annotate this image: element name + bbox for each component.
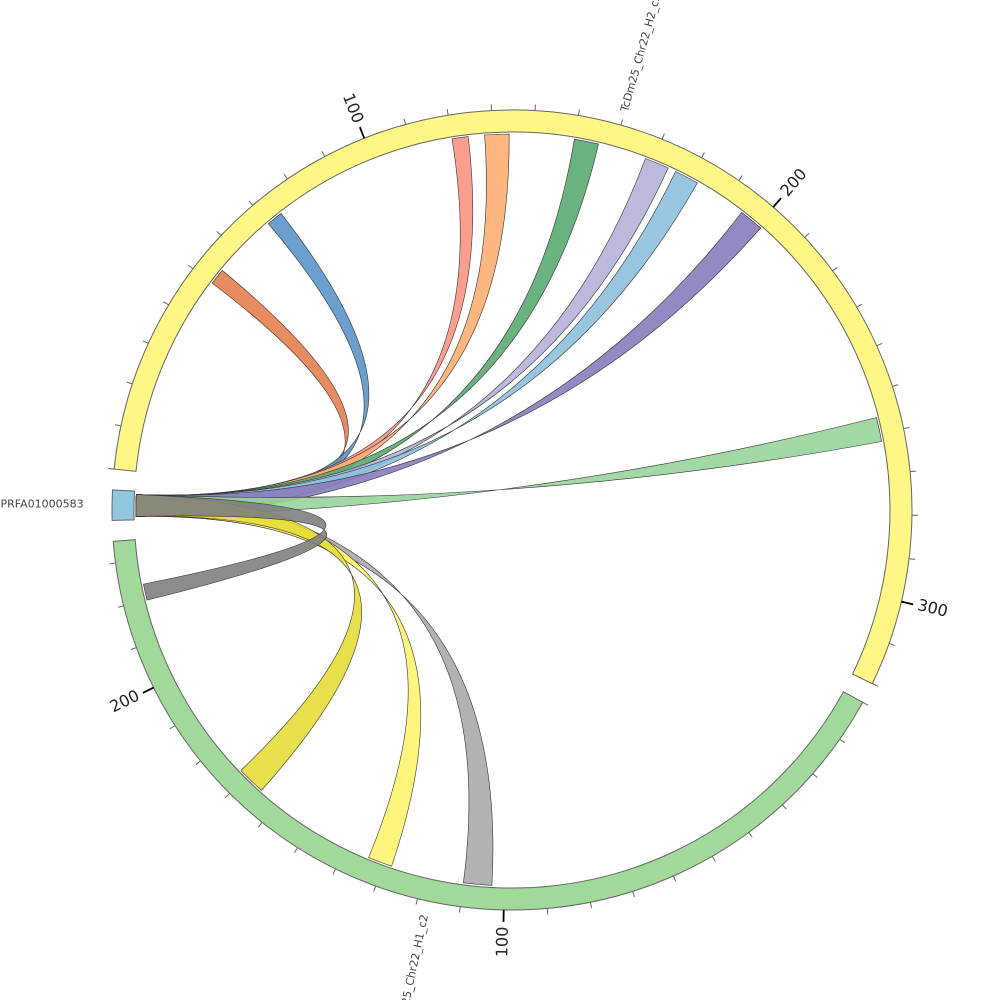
minor-tick: [225, 793, 229, 797]
minor-tick: [702, 152, 705, 157]
minor-tick: [131, 648, 137, 650]
minor-tick: [547, 908, 548, 914]
minor-tick: [673, 876, 675, 881]
tick-label-tcdm25-chr22-h1-c2-200: 200: [107, 686, 143, 717]
major-tick: [901, 602, 913, 605]
minor-tick: [170, 726, 175, 729]
tick-label-tcdm25-chr22-h2-c3-200: 200: [776, 164, 810, 200]
segment-label-tcdm25-chr22-h1-c2: TcDm25_Chr22_H1_c2: [392, 913, 431, 1000]
segment-label-tcdm25-chr22-h2-c3: TcDm25_Chr22_H2_c3: [618, 0, 664, 114]
minor-tick: [863, 702, 868, 705]
links-layer: [136, 134, 882, 885]
minor-tick: [857, 304, 862, 307]
minor-tick: [258, 822, 262, 827]
major-tick: [360, 127, 364, 138]
minor-tick: [712, 856, 715, 861]
minor-tick: [749, 832, 753, 837]
minor-tick: [217, 231, 221, 235]
minor-tick: [892, 385, 898, 387]
minor-tick: [404, 119, 406, 125]
minor-tick: [910, 471, 916, 472]
minor-tick: [459, 907, 460, 913]
minor-tick: [447, 109, 448, 115]
minor-tick: [322, 151, 325, 156]
minor-tick: [840, 739, 845, 742]
minor-tick: [662, 134, 664, 140]
minor-tick: [805, 233, 809, 237]
minor-tick: [904, 427, 910, 428]
minor-tick: [416, 899, 417, 905]
minor-tick: [188, 265, 193, 269]
minor-tick: [872, 684, 877, 687]
minor-tick: [294, 848, 297, 853]
major-tick: [773, 198, 781, 207]
minor-tick: [633, 891, 635, 897]
minor-tick: [333, 869, 336, 874]
segment-prfa01000583: [112, 490, 134, 521]
minor-tick: [877, 343, 882, 345]
minor-tick: [127, 382, 133, 384]
link-tcdm25-chr22-h2-c3-256-262: [136, 417, 882, 516]
tick-label-tcdm25-chr22-h1-c2-100: 100: [492, 926, 512, 957]
minor-tick: [813, 774, 818, 778]
minor-tick: [833, 267, 838, 271]
minor-tick: [115, 425, 121, 426]
link-tcdm25-chr22-h2-c3-176-182: [136, 171, 697, 516]
minor-tick: [739, 176, 742, 181]
minor-tick: [163, 302, 168, 305]
minor-tick: [196, 761, 201, 765]
minor-tick: [621, 119, 623, 125]
minor-tick: [249, 201, 253, 206]
minor-tick: [782, 805, 786, 809]
minor-tick: [590, 902, 591, 908]
link-tcdm25-chr22-h1-c2-220-224: [136, 495, 327, 601]
minor-tick: [118, 606, 124, 607]
segment-label-prfa01000583: PRFA01000583: [0, 497, 83, 510]
tick-label-tcdm25-chr22-h2-c3-100: 100: [339, 90, 368, 125]
minor-tick: [578, 110, 579, 116]
minor-tick: [909, 559, 915, 560]
tick-label-tcdm25-chr22-h2-c3-300: 300: [916, 595, 950, 620]
link-tcdm25-chr22-h2-c3-150-156: [136, 139, 599, 516]
link-tcdm25-chr22-h2-c3-168-174: [136, 158, 668, 516]
minor-tick: [374, 886, 376, 892]
minor-tick: [889, 643, 895, 645]
minor-tick: [110, 563, 116, 564]
minor-tick: [108, 468, 114, 469]
minor-tick: [143, 341, 148, 343]
minor-tick: [284, 174, 287, 179]
major-tick: [143, 688, 154, 693]
